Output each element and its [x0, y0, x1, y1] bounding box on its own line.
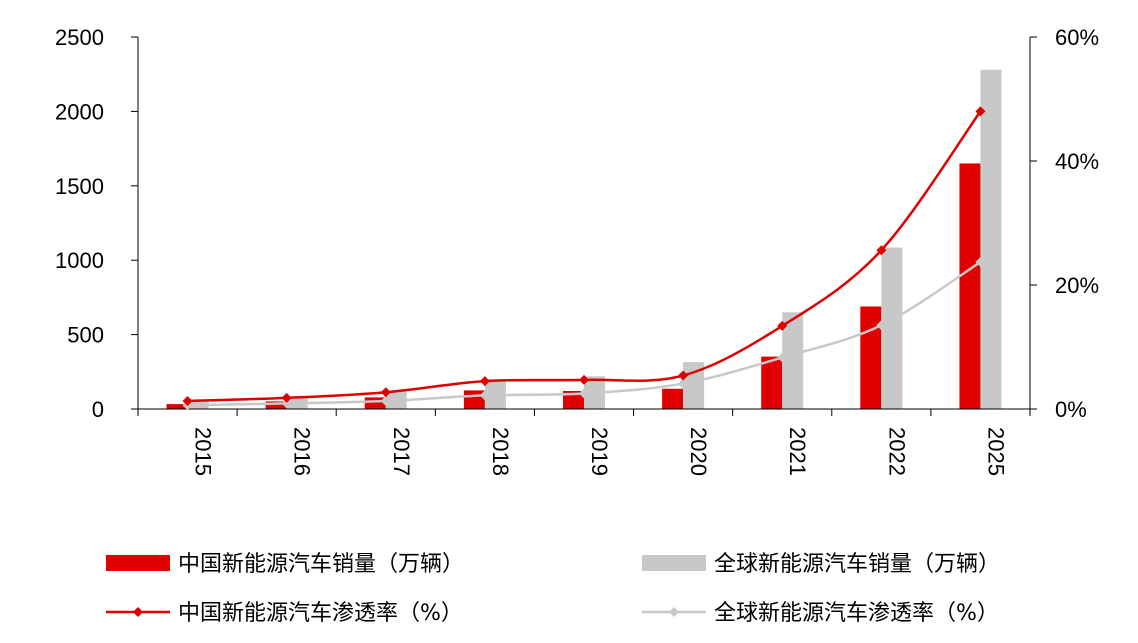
legend-global-penetration-marker [669, 607, 679, 617]
point-global-penetration-2020 [678, 378, 689, 389]
point-global-penetration-2022 [876, 320, 887, 331]
left-tick-label-2500: 2500 [55, 25, 104, 50]
x-tick-label-2016: 2016 [290, 427, 315, 476]
bar-global-sales-2021 [782, 312, 804, 409]
bar-china-sales-2025 [959, 163, 981, 409]
left-tick-label-1500: 1500 [55, 174, 104, 199]
point-china-penetration-2019 [579, 374, 589, 385]
legend-china-sales-label: 中国新能源汽车销量（万辆） [178, 552, 464, 577]
right-tick-label-40: 40% [1055, 149, 1099, 174]
bar-china-sales-2021 [761, 356, 783, 409]
bar-global-sales-2022 [881, 247, 903, 409]
point-global-penetration-2021 [777, 352, 788, 363]
point-global-penetration-2025 [975, 257, 986, 268]
point-china-penetration-2022 [876, 245, 887, 256]
line-global-penetration [187, 261, 982, 407]
point-china-penetration-2016 [281, 392, 292, 403]
legend-global-sales-label: 全球新能源汽车销量（万辆） [714, 552, 1000, 577]
bar-china-sales-2017 [364, 397, 386, 409]
x-tick-label-2018: 2018 [488, 427, 513, 476]
bar-china-sales-2020 [662, 388, 684, 409]
x-tick-label-2022: 2022 [884, 427, 909, 476]
point-global-penetration-2019 [579, 388, 589, 399]
x-tick-label-2025: 2025 [983, 427, 1008, 476]
legend-global-sales-swatch [642, 555, 706, 571]
right-tick-label-20: 20% [1055, 273, 1099, 298]
point-china-penetration-2018 [479, 376, 490, 387]
point-china-penetration-2021 [777, 320, 788, 331]
left-tick-label-1000: 1000 [55, 248, 104, 273]
point-global-penetration-2016 [281, 398, 292, 409]
right-tick-label-0: 0% [1055, 397, 1087, 422]
left-tick-label-2000: 2000 [55, 99, 104, 124]
bar-china-sales-2022 [860, 306, 882, 409]
bar-global-sales-2025 [980, 69, 1002, 410]
legend-china-sales-swatch [106, 555, 170, 571]
point-china-penetration-2017 [380, 387, 391, 398]
x-tick-label-2015: 2015 [191, 427, 216, 476]
x-tick-label-2017: 2017 [389, 427, 414, 476]
x-tick-label-2020: 2020 [686, 427, 711, 476]
legend-china-penetration-marker [133, 607, 143, 617]
legend-global-penetration-label: 全球新能源汽车渗透率（%） [714, 601, 999, 626]
point-china-penetration-2015 [182, 395, 193, 406]
point-china-penetration-2020 [678, 370, 689, 381]
bar-china-sales-2019 [563, 390, 584, 409]
x-tick-label-2019: 2019 [587, 427, 612, 476]
x-tick-label-2021: 2021 [785, 427, 810, 476]
legend-china-penetration-label: 中国新能源汽车渗透率（%） [178, 601, 463, 626]
point-global-penetration-2017 [380, 395, 391, 406]
bar-china-sales-2015 [166, 404, 188, 409]
line-china-penetration [187, 110, 982, 403]
left-tick-label-500: 500 [67, 323, 104, 348]
bar-china-sales-2016 [265, 401, 287, 409]
left-tick-label-0: 0 [92, 397, 104, 422]
bar-china-sales-2018 [463, 390, 485, 409]
point-china-penetration-2025 [975, 106, 986, 117]
point-global-penetration-2018 [479, 390, 490, 401]
right-tick-label-60: 60% [1055, 25, 1099, 50]
